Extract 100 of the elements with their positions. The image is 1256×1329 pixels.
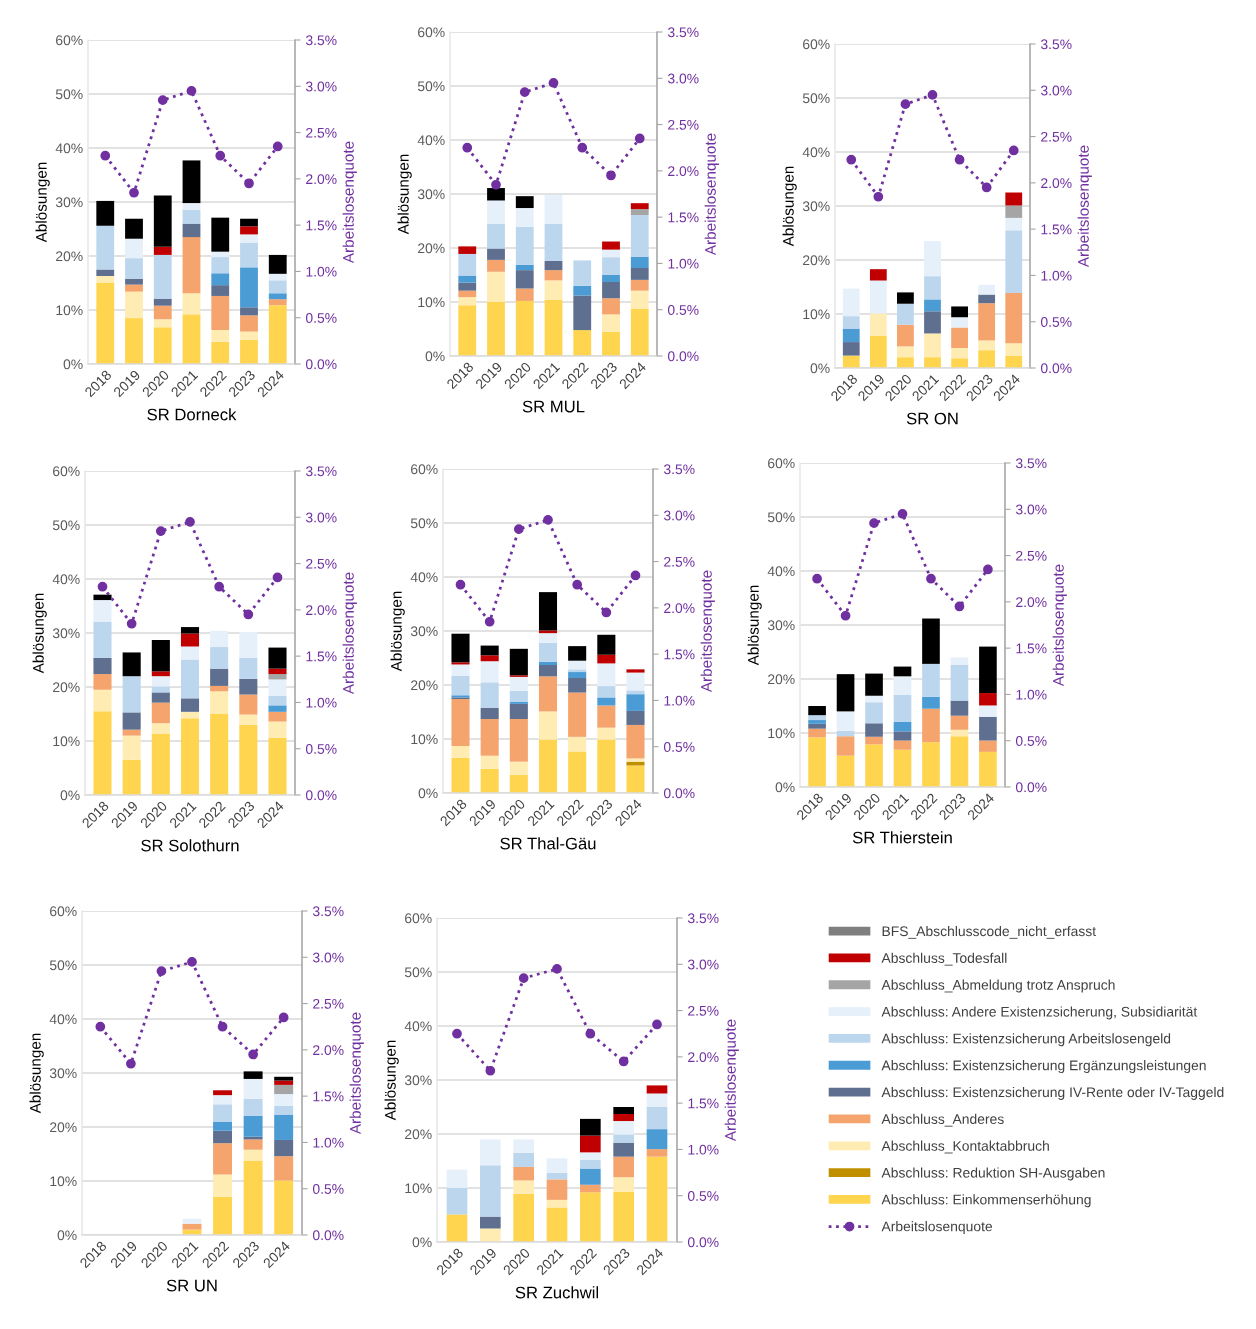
bar [458, 282, 477, 291]
bar [211, 217, 230, 252]
bar [979, 705, 997, 717]
y-tick-label: 20% [411, 680, 438, 691]
bar [1005, 192, 1023, 206]
bar [836, 755, 855, 787]
y2-tick-label: 2.0% [306, 605, 337, 616]
bar [239, 657, 258, 679]
point [462, 142, 473, 153]
y2-axis-title: Arbeitslosenquote [342, 141, 357, 264]
y2-tick-label: 3.0% [687, 959, 719, 970]
bar [836, 736, 855, 756]
bar [842, 288, 860, 317]
point [585, 1028, 596, 1039]
bar [951, 306, 968, 318]
point [954, 601, 965, 612]
bar [268, 711, 287, 722]
bar [869, 280, 887, 314]
point [543, 515, 553, 525]
bar [96, 225, 115, 270]
bar [597, 697, 616, 706]
bar [808, 715, 826, 721]
bar [602, 257, 620, 275]
x-axis-title: SR MUL [522, 400, 585, 413]
bar [538, 739, 558, 793]
bar [451, 699, 470, 747]
y-tick-label: 0% [60, 790, 80, 801]
bar [480, 655, 499, 662]
bar [151, 686, 170, 693]
y2-tick-label: 2.0% [688, 1052, 719, 1063]
y-tick-label: 40% [55, 143, 83, 154]
bar [487, 271, 505, 302]
bar [213, 1174, 233, 1197]
bar [513, 1166, 534, 1181]
bar [180, 718, 200, 795]
bar [630, 215, 649, 257]
bar [538, 661, 558, 666]
y2-tick-label: 1.0% [306, 266, 337, 277]
bar [180, 646, 200, 660]
bar [480, 645, 499, 656]
point [900, 99, 911, 110]
x-axis-title: SR Thal-Gäu [500, 837, 596, 850]
bar [211, 341, 230, 364]
bar [597, 634, 616, 655]
point [513, 524, 524, 535]
y-tick-label: 10% [768, 728, 795, 739]
y2-tick-label: 1.5% [664, 649, 695, 660]
y-tick-label: 40% [404, 1021, 432, 1032]
bar [513, 1152, 534, 1167]
point [983, 564, 993, 575]
bar [180, 627, 200, 634]
legend-label: Abschluss: Einkommenserhöhung [881, 1194, 1091, 1208]
bar [239, 694, 258, 715]
bar [182, 223, 201, 238]
bar [893, 694, 912, 722]
bar [568, 736, 587, 752]
y-tick-label: 30% [767, 620, 795, 631]
bar [240, 339, 258, 364]
bar [869, 335, 887, 368]
bar [1005, 217, 1023, 231]
bar [96, 269, 115, 276]
y-tick-label: 40% [417, 135, 445, 146]
y-axis-title: Ablösungen [390, 591, 405, 672]
y-tick-label: 30% [417, 189, 445, 200]
y-tick-label: 60% [418, 27, 445, 38]
bar [122, 676, 141, 713]
bar [546, 1207, 568, 1242]
bar [213, 1095, 233, 1105]
point [243, 609, 254, 620]
y-tick-label: 50% [49, 960, 77, 971]
y2-tick-label: 0.5% [1040, 317, 1072, 327]
bar [613, 1191, 634, 1242]
bar [458, 305, 477, 356]
y-tick-label: 0% [57, 1230, 77, 1241]
point [244, 178, 254, 189]
bar [451, 746, 470, 758]
bar [893, 731, 912, 741]
y2-axis-title: Arbeitslosenquote [704, 133, 719, 256]
bar [630, 256, 649, 268]
y-tick-label: 60% [411, 464, 438, 475]
bar [613, 1121, 634, 1135]
bar [487, 188, 505, 201]
y2-tick-label: 3.5% [305, 35, 337, 46]
bar [451, 675, 470, 696]
bar [568, 660, 587, 670]
bar [210, 668, 229, 686]
bar [597, 705, 616, 728]
y2-tick-label: 2.0% [664, 603, 695, 614]
y-tick-label: 50% [417, 81, 445, 92]
y-tick-label: 10% [803, 309, 830, 320]
bar [210, 630, 229, 648]
y-tick-label: 30% [55, 197, 83, 208]
bar [509, 774, 528, 793]
y-tick-label: 50% [55, 89, 83, 100]
bar [182, 209, 201, 224]
point [869, 518, 879, 529]
bar [626, 690, 645, 695]
bar [213, 1121, 233, 1131]
bar [597, 663, 616, 687]
bar [153, 305, 172, 320]
